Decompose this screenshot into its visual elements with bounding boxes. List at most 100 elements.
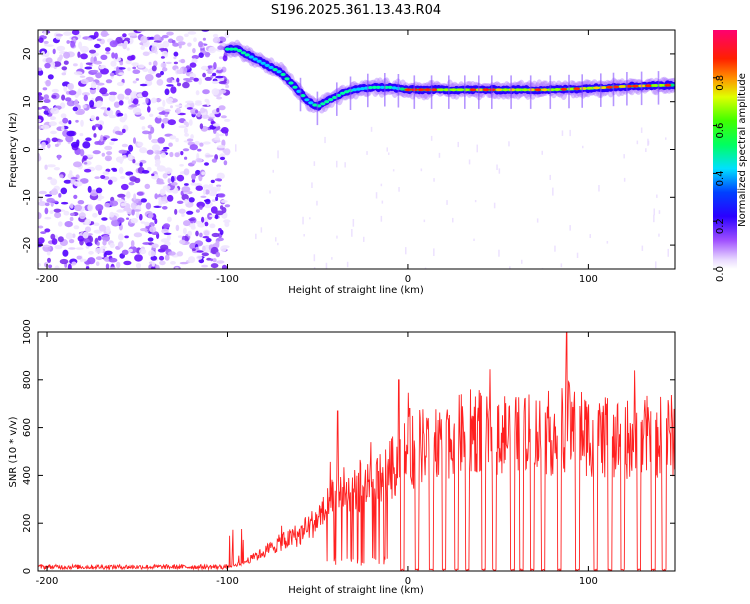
noise-blob <box>221 264 228 269</box>
noise-blob <box>174 208 178 215</box>
noise-blob <box>44 202 50 207</box>
colorbar <box>713 30 737 269</box>
noise-streak <box>569 129 571 137</box>
noise-blob <box>72 106 79 112</box>
noise-blob <box>104 250 113 256</box>
noise-blob <box>173 61 178 65</box>
noise-blob <box>51 188 58 196</box>
noise-blob <box>161 50 169 58</box>
noise-blob <box>166 84 174 87</box>
noise-blob <box>109 141 115 146</box>
noise-blob <box>149 226 157 233</box>
chart-title: S196.2025.361.13.43.R04 <box>271 3 441 18</box>
noise-blob <box>220 127 229 134</box>
noise-blob <box>115 156 124 163</box>
noise-blob <box>186 210 194 215</box>
noise-blob <box>191 173 196 180</box>
noise-blob <box>57 139 64 143</box>
noise-blob <box>189 76 194 81</box>
ridge-hotspot <box>553 88 561 91</box>
noise-blob <box>95 256 103 261</box>
noise-blob <box>217 193 226 198</box>
y-tick-label: -10 <box>22 189 33 205</box>
ridge-hotspot <box>436 88 444 92</box>
noise-streak <box>549 174 551 180</box>
noise-blob <box>122 43 127 50</box>
noise-blob <box>54 143 59 147</box>
noise-blob <box>221 139 226 147</box>
noise-blob <box>126 47 130 51</box>
noise-blob <box>128 182 135 186</box>
x-tick-label: 100 <box>579 274 598 285</box>
noise-blob <box>94 123 101 128</box>
ridge-flare <box>640 71 643 106</box>
noise-blob <box>67 263 72 269</box>
noise-blob <box>47 143 51 149</box>
noise-blob <box>163 146 170 150</box>
ridge-hotspot <box>404 88 412 92</box>
noise-streak <box>508 141 510 147</box>
noise-blob <box>94 247 104 254</box>
noise-blob <box>63 51 71 59</box>
noise-blob <box>139 116 145 120</box>
noise-blob <box>153 34 161 42</box>
noise-streak <box>302 216 304 225</box>
noise-blob <box>211 80 219 84</box>
noise-blob <box>158 255 165 261</box>
noise-blob <box>38 263 42 267</box>
noise-blob <box>163 223 171 229</box>
noise-blob <box>84 66 93 70</box>
noise-blob <box>169 151 174 158</box>
ridge-mid <box>371 85 377 89</box>
noise-blob <box>134 177 141 184</box>
noise-blob <box>220 115 227 119</box>
noise-blob <box>215 240 220 247</box>
noise-blob <box>82 155 88 160</box>
y-tick-label: 10 <box>22 95 33 108</box>
noise-blob <box>85 137 92 142</box>
noise-blob <box>211 232 220 238</box>
ridge-flare <box>464 75 466 109</box>
noise-blob <box>68 90 77 96</box>
noise-blob <box>47 176 53 180</box>
noise-streak <box>398 187 400 192</box>
noise-blob <box>162 206 168 210</box>
ridge-hotspot <box>631 84 639 88</box>
noise-blob <box>118 166 124 174</box>
noise-blob <box>120 203 127 207</box>
noise-blob <box>204 51 211 58</box>
noise-blob <box>44 107 50 112</box>
noise-blob <box>179 261 189 265</box>
noise-blob <box>166 77 174 83</box>
noise-blob <box>64 221 73 228</box>
noise-blob <box>93 31 99 38</box>
noise-blob <box>204 189 210 195</box>
noise-blob <box>106 109 114 116</box>
noise-blob <box>220 245 227 252</box>
noise-blob <box>84 226 92 233</box>
noise-blob <box>202 245 206 252</box>
noise-streak <box>468 159 471 165</box>
noise-blob <box>184 133 190 137</box>
noise-blob <box>225 84 230 89</box>
noise-streak <box>370 126 373 132</box>
noise-blob <box>44 207 49 215</box>
noise-blob <box>154 116 162 124</box>
noise-blob <box>44 216 52 220</box>
noise-blob <box>135 211 140 219</box>
noise-blob <box>38 237 45 244</box>
noise-blob <box>205 198 211 205</box>
noise-streak <box>375 192 378 199</box>
noise-blob <box>109 211 115 218</box>
noise-blob <box>210 179 215 184</box>
noise-blob <box>179 164 184 167</box>
noise-streak <box>325 262 328 269</box>
snr-y-label: SNR (10 * v/v) <box>8 416 19 487</box>
x-tick-label: -100 <box>216 576 239 587</box>
colorbar-ticks: 0.0 0.2 0.4 0.6 0.8 <box>713 75 726 282</box>
noise-blob <box>185 100 194 104</box>
noise-blob <box>184 156 188 160</box>
noise-blob <box>95 164 103 171</box>
noise-blob <box>53 167 61 171</box>
noise-blob <box>52 48 56 55</box>
